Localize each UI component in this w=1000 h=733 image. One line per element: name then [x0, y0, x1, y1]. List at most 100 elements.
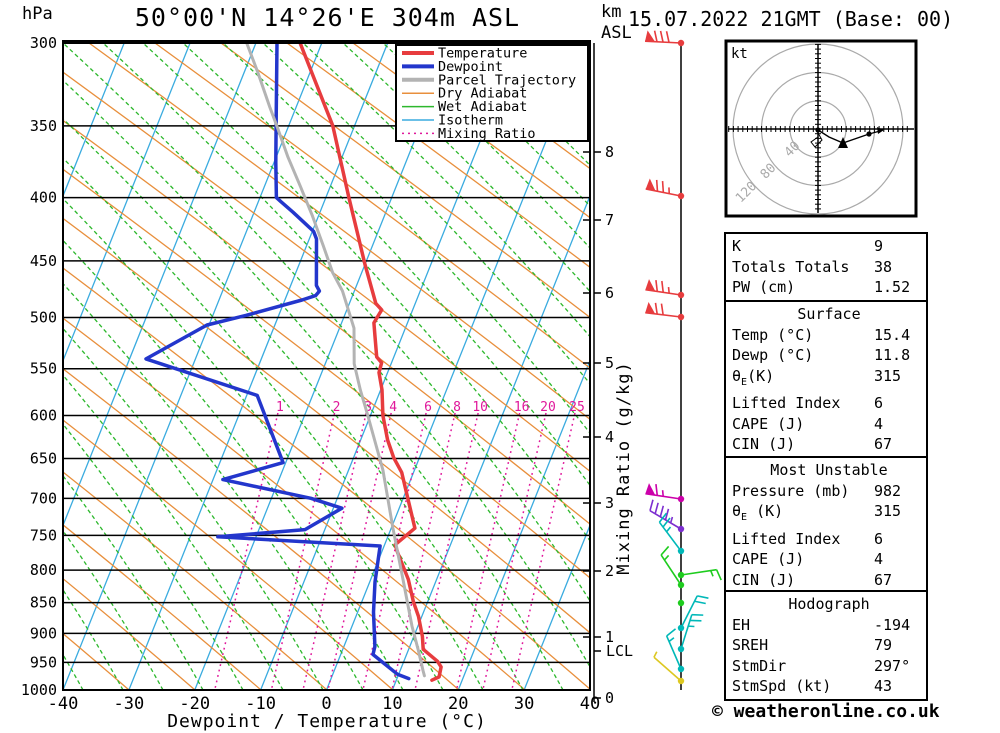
svg-text:600: 600: [30, 406, 57, 424]
dry-adiabat-line: [63, 419, 394, 690]
svg-text:Wet Adiabat: Wet Adiabat: [438, 99, 527, 115]
wet-adiabat-line: [222, 43, 590, 435]
svg-text:20: 20: [448, 694, 468, 714]
altitude-unit-km: km: [601, 2, 622, 22]
svg-text:5: 5: [605, 354, 614, 372]
svg-text:3: 3: [364, 400, 372, 415]
wet-adiabat-line: [462, 43, 590, 167]
wet-adiabat-line: [63, 79, 564, 690]
svg-text:850: 850: [30, 594, 57, 612]
dry-adiabat-line: [63, 168, 590, 579]
temp-axis-title: Dewpoint / Temperature (°C): [167, 711, 487, 732]
altitude-unit-label: km ASL: [601, 2, 632, 44]
wet-adiabat-line: [262, 43, 590, 385]
mixing-ratio-line: [302, 412, 367, 690]
wet-adiabat-line: [63, 43, 590, 669]
table-row: CIN (J) 67: [732, 435, 893, 453]
table-row: StmSpd (kt) 43: [732, 677, 893, 695]
plot-frame: [62, 40, 591, 691]
svg-text:8: 8: [605, 143, 614, 161]
table-row: StmDir 297°: [732, 656, 911, 675]
dry-adiabat-line: [63, 71, 590, 473]
svg-text:900: 900: [30, 624, 57, 642]
svg-text:950: 950: [30, 653, 57, 671]
svg-text:3: 3: [605, 494, 614, 512]
svg-text:Isotherm: Isotherm: [438, 113, 503, 129]
mixing-ratio-line: [455, 412, 521, 690]
table-row: Totals Totals 38: [732, 257, 893, 276]
svg-text:8: 8: [453, 400, 461, 415]
svg-text:700: 700: [30, 489, 57, 507]
isotherm-line: [523, 523, 590, 690]
svg-text:4: 4: [389, 400, 397, 415]
isotherm-line: [63, 43, 125, 198]
table-row: CAPE (J) 4: [732, 550, 884, 568]
hodograph-trace: [817, 129, 870, 144]
dry-adiabat-line: [63, 524, 262, 690]
table-row: SREH 79: [732, 636, 893, 654]
dry-adiabat-line: [352, 43, 590, 219]
svg-text:1: 1: [276, 400, 284, 415]
hodograph-table: Hodograph EH -194 SREH 79 StmDir 297° StmSp…: [724, 590, 928, 701]
wet-adiabat-line: [342, 43, 590, 293]
temperature-curve: [298, 43, 443, 682]
svg-text:30: 30: [514, 694, 534, 714]
dry-adiabat-line: [220, 43, 590, 319]
mixing-axis-title: Mixing Ratio (g/kg): [614, 361, 634, 574]
parcel-trajectory-curve: [245, 43, 426, 678]
svg-text:500: 500: [30, 309, 57, 327]
dry-adiabat-line: [63, 217, 590, 634]
svg-text:650: 650: [30, 450, 57, 468]
svg-text:40: 40: [580, 694, 600, 714]
svg-text:1000: 1000: [21, 681, 57, 699]
wet-adiabat-line: [102, 43, 590, 603]
svg-text:10: 10: [382, 694, 402, 714]
wet-adiabat-line: [63, 529, 164, 690]
table-row: Pressure (mb) 982: [732, 481, 902, 500]
mixing-ratio-line: [327, 412, 392, 690]
dry-adiabat-line: [63, 577, 196, 690]
svg-text:2: 2: [333, 400, 341, 415]
table-row: Dewp (°C) 11.8: [732, 346, 911, 364]
wet-adiabat-line: [63, 117, 524, 690]
wet-adiabat-line: [182, 43, 590, 487]
surface-table: Surface Temp (°C) 15.4 Dewp (°C) 11.8 θE(K…: [724, 300, 928, 459]
dry-adiabat-line: [63, 119, 590, 525]
dry-adiabat-line: [286, 43, 590, 269]
isotherm-line: [63, 43, 191, 363]
pressure-unit-label: hPa: [22, 4, 53, 24]
mixing-ratio-labels: 1 2 3 4 6 8 10 16 20 25: [276, 400, 585, 415]
copyright-label: © weatheronline.co.uk: [712, 701, 940, 722]
mixing-ratio-line: [511, 412, 576, 690]
datetime-label: 15.07.2022 21GMT (Base: 00): [628, 7, 954, 31]
table-row: EH -194: [732, 615, 911, 634]
lcl-label: LCL: [606, 642, 633, 660]
svg-text:-10: -10: [245, 694, 276, 714]
svg-text:25: 25: [569, 400, 585, 415]
table-row: Lifted Index 6: [732, 529, 884, 548]
svg-text:10: 10: [472, 400, 488, 415]
dry-adiabat-line: [154, 43, 590, 369]
wind-barbs: [645, 30, 722, 690]
axis-labels: 3003504004505005506006507007508008509009…: [21, 34, 634, 732]
svg-text:Dry Adiabat: Dry Adiabat: [438, 86, 527, 102]
wet-adiabat-line: [142, 43, 590, 543]
wet-adiabat-line: [302, 43, 590, 338]
wet-adiabat-line: [422, 43, 590, 207]
mixing-ratio-line: [482, 412, 547, 690]
mixing-ratio-line: [270, 412, 336, 690]
svg-text:0: 0: [605, 689, 614, 707]
svg-text:-30: -30: [114, 694, 145, 714]
svg-text:450: 450: [30, 252, 57, 270]
svg-text:0: 0: [321, 694, 331, 714]
most-unstable-table: Most Unstable Pressure (mb) 982 θE (K) 315…: [724, 456, 928, 594]
svg-text:750: 750: [30, 526, 57, 544]
dry-adiabat-line: [63, 367, 460, 690]
dry-adiabat-line: [63, 471, 328, 690]
table-header: Most Unstable: [770, 461, 888, 479]
wet-adiabat-line: [63, 327, 324, 690]
mixing-ratio-line: [414, 412, 479, 690]
